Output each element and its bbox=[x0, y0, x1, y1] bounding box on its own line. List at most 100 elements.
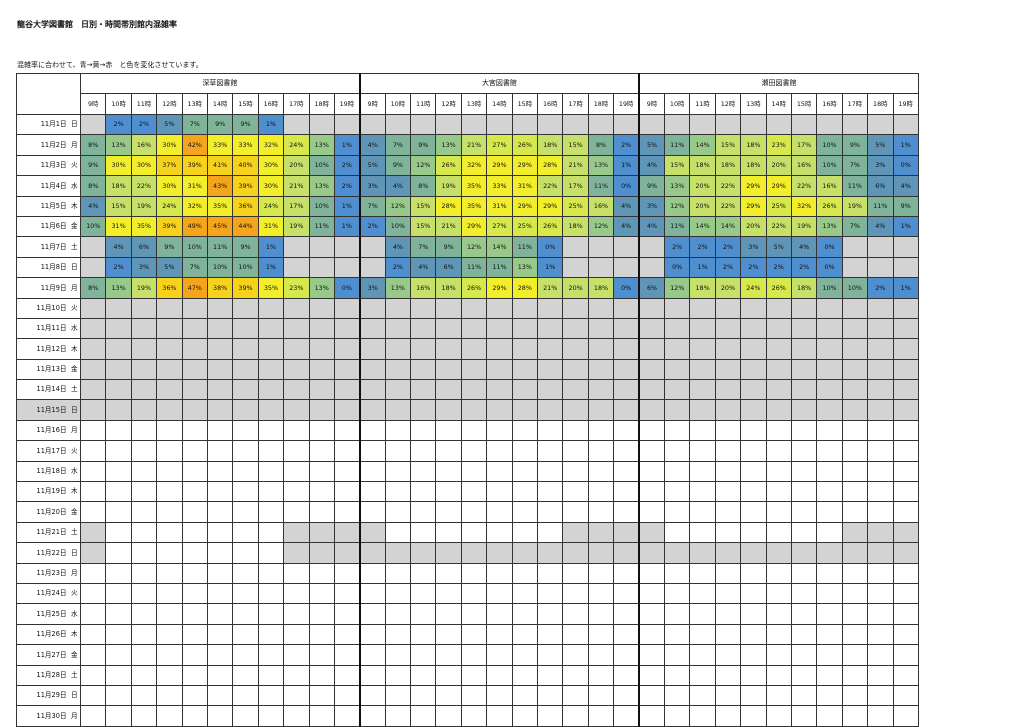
occupancy-cell bbox=[181, 521, 208, 544]
occupancy-cell bbox=[790, 399, 818, 421]
date-cell: 11月10日 bbox=[16, 297, 69, 319]
occupancy-cell bbox=[689, 582, 716, 605]
occupancy-cell bbox=[562, 623, 589, 646]
date-cell: 11月30日 bbox=[16, 705, 69, 727]
occupancy-cell: 39% bbox=[181, 154, 208, 177]
occupancy-cell bbox=[79, 399, 107, 421]
occupancy-cell bbox=[79, 419, 107, 442]
occupancy-cell bbox=[105, 379, 132, 401]
occupancy-cell bbox=[257, 542, 285, 564]
occupancy-cell bbox=[562, 542, 589, 564]
date-cell: 11月23日 bbox=[16, 562, 69, 584]
table-row: 11月13日金 bbox=[16, 358, 919, 381]
occupancy-cell bbox=[486, 501, 513, 523]
hour-header: 14時 bbox=[206, 93, 234, 115]
occupancy-cell bbox=[790, 562, 818, 584]
occupancy-cell bbox=[663, 542, 691, 564]
occupancy-cell bbox=[460, 521, 488, 544]
occupancy-cell: 19% bbox=[435, 175, 462, 197]
occupancy-cell bbox=[714, 379, 742, 401]
occupancy-cell bbox=[740, 623, 767, 646]
occupancy-cell: 1% bbox=[333, 195, 361, 217]
weekday-cell: 日 bbox=[68, 684, 81, 707]
occupancy-cell bbox=[333, 399, 361, 421]
occupancy-cell: 2% bbox=[867, 277, 894, 299]
occupancy-cell bbox=[130, 623, 158, 646]
occupancy-cell bbox=[892, 317, 919, 340]
occupancy-cell: 18% bbox=[790, 277, 818, 299]
occupancy-cell bbox=[816, 623, 843, 646]
occupancy-cell bbox=[867, 256, 894, 279]
occupancy-cell bbox=[511, 644, 539, 666]
occupancy-cell bbox=[765, 419, 792, 442]
occupancy-cell bbox=[359, 317, 386, 340]
occupancy-cell bbox=[333, 113, 361, 136]
weekday-cell: 月 bbox=[68, 277, 81, 299]
occupancy-cell bbox=[435, 419, 462, 442]
occupancy-cell bbox=[511, 338, 539, 360]
occupancy-cell bbox=[511, 113, 539, 136]
occupancy-cell bbox=[105, 419, 132, 442]
occupancy-cell: 1% bbox=[537, 256, 564, 279]
hour-header: 13時 bbox=[740, 93, 767, 115]
occupancy-cell bbox=[333, 623, 361, 646]
occupancy-cell: 26% bbox=[511, 134, 539, 156]
occupancy-cell bbox=[130, 419, 158, 442]
occupancy-cell bbox=[486, 358, 513, 381]
occupancy-cell: 14% bbox=[689, 134, 716, 156]
occupancy-cell: 5% bbox=[156, 113, 183, 136]
occupancy-cell bbox=[181, 664, 208, 686]
occupancy-cell: 15% bbox=[663, 154, 691, 177]
weekday-cell: 木 bbox=[68, 195, 81, 217]
occupancy-cell bbox=[740, 664, 767, 686]
occupancy-cell bbox=[613, 562, 641, 584]
occupancy-cell bbox=[257, 440, 285, 462]
occupancy-cell bbox=[689, 684, 716, 707]
occupancy-cell: 9% bbox=[232, 113, 259, 136]
date-cell: 11月12日 bbox=[16, 338, 69, 360]
occupancy-cell bbox=[384, 297, 412, 319]
date-cell: 11月29日 bbox=[16, 684, 69, 707]
occupancy-cell bbox=[689, 521, 716, 544]
occupancy-cell bbox=[283, 644, 310, 666]
occupancy-cell bbox=[308, 317, 335, 340]
occupancy-cell bbox=[435, 399, 462, 421]
occupancy-cell bbox=[562, 562, 589, 584]
occupancy-cell bbox=[333, 481, 361, 503]
occupancy-cell: 47% bbox=[181, 277, 208, 299]
occupancy-cell bbox=[308, 236, 335, 258]
occupancy-cell bbox=[410, 705, 437, 727]
occupancy-cell bbox=[79, 582, 107, 605]
occupancy-cell bbox=[384, 317, 412, 340]
occupancy-cell bbox=[689, 297, 716, 319]
occupancy-cell bbox=[308, 562, 335, 584]
occupancy-cell: 19% bbox=[130, 195, 158, 217]
occupancy-cell: 4% bbox=[384, 236, 412, 258]
occupancy-cell bbox=[308, 542, 335, 564]
occupancy-cell bbox=[206, 684, 234, 707]
table-row: 11月25日水 bbox=[16, 603, 919, 625]
occupancy-cell: 16% bbox=[130, 134, 158, 156]
occupancy-cell bbox=[790, 501, 818, 523]
occupancy-cell: 9% bbox=[892, 195, 919, 217]
occupancy-cell bbox=[257, 297, 285, 319]
occupancy-cell bbox=[206, 460, 234, 483]
occupancy-cell bbox=[105, 338, 132, 360]
occupancy-cell bbox=[587, 338, 615, 360]
occupancy-cell bbox=[486, 644, 513, 666]
occupancy-cell bbox=[562, 684, 589, 707]
occupancy-cell bbox=[105, 542, 132, 564]
occupancy-cell: 4% bbox=[790, 236, 818, 258]
occupancy-cell: 35% bbox=[460, 175, 488, 197]
occupancy-cell bbox=[638, 603, 665, 625]
occupancy-cell bbox=[841, 256, 869, 279]
occupancy-cell bbox=[816, 419, 843, 442]
occupancy-cell: 23% bbox=[765, 134, 792, 156]
occupancy-cell: 4% bbox=[613, 195, 641, 217]
occupancy-cell bbox=[333, 582, 361, 605]
occupancy-cell bbox=[867, 623, 894, 646]
occupancy-cell bbox=[156, 603, 183, 625]
occupancy-cell bbox=[384, 664, 412, 686]
occupancy-cell bbox=[359, 399, 386, 421]
occupancy-cell: 5% bbox=[359, 154, 386, 177]
